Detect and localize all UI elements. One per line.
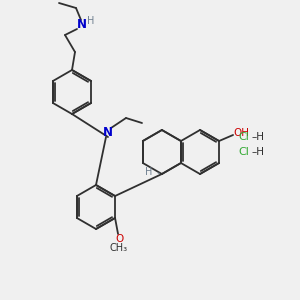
Text: H: H	[87, 16, 95, 26]
Text: –H: –H	[252, 147, 265, 157]
Text: O: O	[115, 234, 123, 244]
Text: Cl: Cl	[238, 147, 249, 157]
Text: N: N	[77, 17, 87, 31]
Text: H: H	[145, 167, 152, 177]
Text: N: N	[103, 125, 113, 139]
Text: OH: OH	[233, 128, 249, 138]
Text: CH₃: CH₃	[110, 243, 128, 253]
Text: Cl: Cl	[238, 132, 249, 142]
Text: –H: –H	[252, 132, 265, 142]
